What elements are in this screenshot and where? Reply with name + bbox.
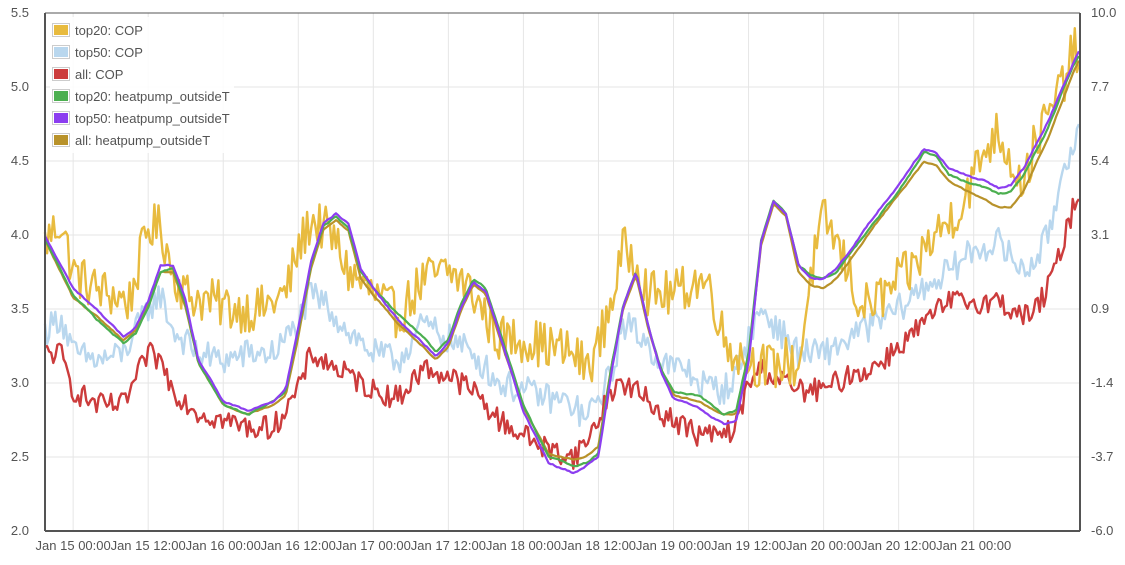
- y-left-tick-label: 2.0: [11, 523, 29, 538]
- y-left-tick-label: 2.5: [11, 449, 29, 464]
- y-right-tick-label: 7.7: [1091, 79, 1109, 94]
- x-tick-label: Jan 20 12:00: [861, 538, 936, 553]
- y-right-tick-label: -1.4: [1091, 375, 1113, 390]
- legend-swatch: [52, 89, 70, 103]
- legend-swatch: [52, 133, 70, 147]
- x-tick-label: Jan 16 12:00: [261, 538, 336, 553]
- series-layer: [43, 27, 1081, 475]
- legend-item[interactable]: top20: COP: [52, 19, 230, 41]
- y-left-tick-label: 3.5: [11, 301, 29, 316]
- x-tick-labels: Jan 15 00:00 Jan 15 12:00 Jan 16 00:00 Jan …: [36, 538, 1012, 553]
- x-tick-label: Jan 19 00:00: [636, 538, 711, 553]
- y-right-tick-label: -6.0: [1091, 523, 1113, 538]
- legend-label: top50: heatpump_outsideT: [75, 110, 230, 126]
- y-right-tick-label: 3.1: [1091, 227, 1109, 242]
- legend-swatch: [52, 111, 70, 125]
- y-right-tick-label: 10.0: [1091, 5, 1116, 20]
- legend-item[interactable]: all: heatpump_outsideT: [52, 129, 230, 151]
- legend-swatch: [52, 23, 70, 37]
- y-left-tick-label: 3.0: [11, 375, 29, 390]
- series-line-4: [44, 50, 1080, 475]
- legend: top20: COP top50: COP all: COP top20: heatp…: [50, 17, 234, 153]
- y-right-tick-label: 0.9: [1091, 301, 1109, 316]
- y-left-tick-label: 5.5: [11, 5, 29, 20]
- series-line-3: [44, 55, 1080, 468]
- y-left-tick-labels: 2.0 2.5 3.0 3.5 4.0 4.5 5.0 5.5: [11, 5, 29, 538]
- legend-label: top20: COP: [75, 22, 143, 38]
- legend-swatch: [52, 67, 70, 81]
- series-line-1: [43, 123, 1080, 428]
- axes: [44, 12, 1081, 532]
- x-tick-label: Jan 19 12:00: [711, 538, 786, 553]
- legend-label: all: heatpump_outsideT: [75, 132, 211, 148]
- x-tick-label: Jan 17 12:00: [411, 538, 486, 553]
- x-tick-label: Jan 17 00:00: [336, 538, 411, 553]
- legend-label: top20: heatpump_outsideT: [75, 88, 230, 104]
- legend-item[interactable]: top20: heatpump_outsideT: [52, 85, 230, 107]
- x-tick-label: Jan 20 00:00: [786, 538, 861, 553]
- x-tick-label: Jan 18 12:00: [561, 538, 636, 553]
- y-right-tick-label: 5.4: [1091, 153, 1109, 168]
- x-tick-label: Jan 15 12:00: [111, 538, 186, 553]
- x-tick-label: Jan 15 00:00: [36, 538, 111, 553]
- legend-label: top50: COP: [75, 44, 143, 60]
- x-tick-label: Jan 21 00:00: [936, 538, 1011, 553]
- series-line-0: [43, 27, 1081, 389]
- x-tick-label: Jan 16 00:00: [186, 538, 261, 553]
- x-tick-label: Jan 18 00:00: [486, 538, 561, 553]
- legend-label: all: COP: [75, 66, 124, 82]
- y-right-tick-labels: -6.0 -3.7 -1.4 0.9 3.1 5.4 7.7 10.0: [1091, 5, 1116, 538]
- legend-item[interactable]: top50: heatpump_outsideT: [52, 107, 230, 129]
- legend-item[interactable]: top50: COP: [52, 41, 230, 63]
- legend-item[interactable]: all: COP: [52, 63, 230, 85]
- y-right-tick-label: -3.7: [1091, 449, 1113, 464]
- y-left-tick-label: 4.5: [11, 153, 29, 168]
- y-left-tick-label: 5.0: [11, 79, 29, 94]
- legend-swatch: [52, 45, 70, 59]
- y-left-tick-label: 4.0: [11, 227, 29, 242]
